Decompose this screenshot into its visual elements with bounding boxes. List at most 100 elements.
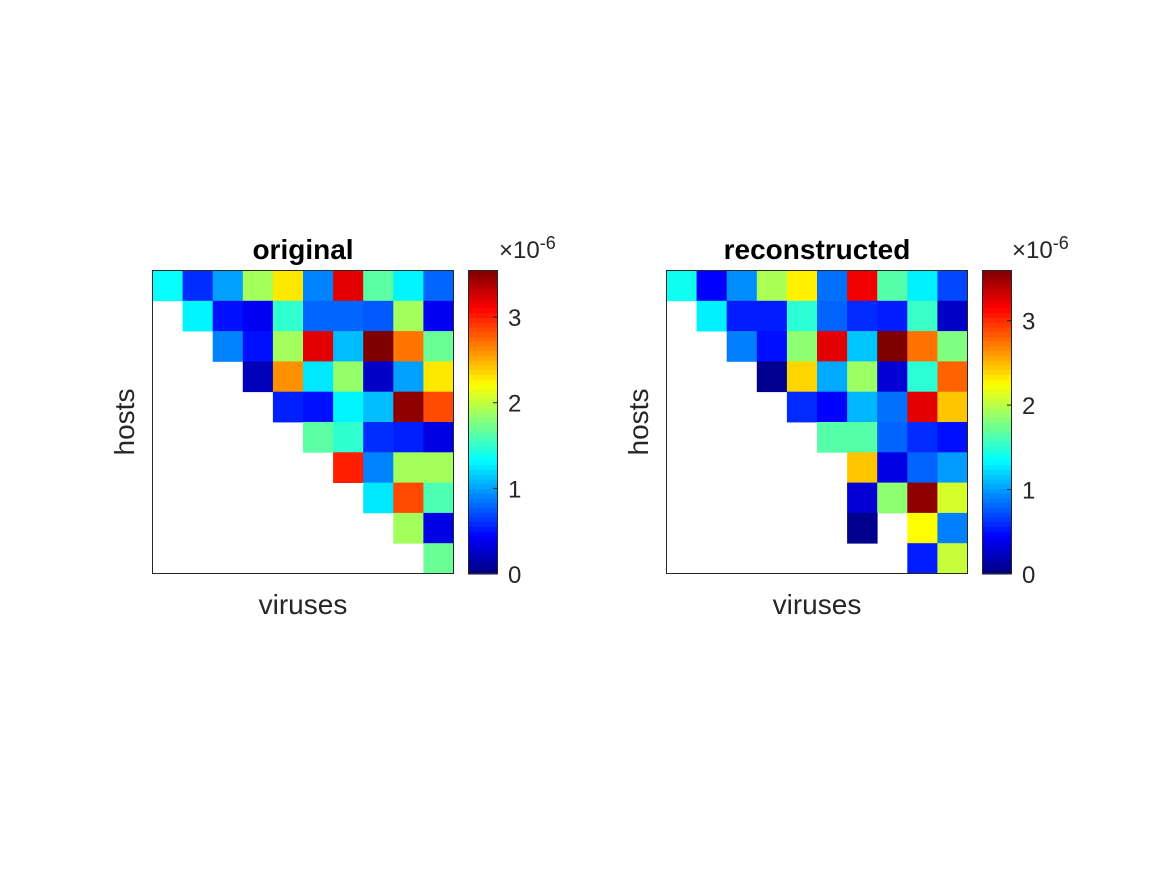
heatmap-cell (786, 361, 818, 393)
colorbar-segment (468, 312, 498, 318)
heatmap-cell (303, 270, 334, 302)
colorbar-segment (982, 412, 1012, 418)
colorbar-exponent-power: -6 (540, 233, 556, 253)
colorbar-segment (982, 460, 1012, 466)
heatmap-cells (666, 270, 968, 574)
colorbar-segment (468, 479, 498, 485)
colorbar-segment (982, 545, 1012, 551)
colorbar-segment (468, 369, 498, 375)
colorbar-segment (982, 569, 1012, 575)
heatmap-cell (182, 270, 214, 302)
heatmap-cell (363, 270, 394, 302)
colorbar-segment (468, 545, 498, 551)
heatmap-cell (937, 422, 968, 453)
heatmap-cell (817, 422, 848, 453)
colorbar-segment (468, 407, 498, 413)
heatmap-cell (907, 361, 938, 393)
colorbar-segment (982, 436, 1012, 442)
colorbar-segment (468, 284, 498, 290)
heatmap-cell (333, 361, 364, 393)
heatmap-cell (666, 270, 697, 302)
colorbar-segment (982, 407, 1012, 413)
colorbar-segment (468, 555, 498, 561)
colorbar-segment (982, 308, 1012, 314)
colorbar-segment (982, 426, 1012, 432)
heatmap-cells (152, 270, 454, 574)
heatmap-cell (907, 482, 938, 514)
colorbar-segment (468, 350, 498, 356)
heatmap-panel-reconstructed: reconstructed viruses hosts 0 1 2 3 ×10-6 (623, 233, 1069, 620)
heatmap-cell (756, 270, 788, 302)
heatmap-cell (242, 331, 274, 362)
colorbar-segment (982, 346, 1012, 352)
colorbar-segment (468, 327, 498, 333)
colorbar-segment (982, 431, 1012, 437)
y-axis-label: hosts (623, 389, 654, 456)
heatmap-cell (847, 270, 878, 302)
heatmap-cell (212, 300, 244, 332)
colorbar-segment (468, 464, 498, 470)
colorbar-segment (468, 303, 498, 309)
heatmap-cell (907, 452, 938, 483)
colorbar-segment (982, 341, 1012, 347)
heatmap-cell (333, 391, 364, 423)
heatmap-cell (333, 300, 364, 332)
heatmap-cell (212, 331, 244, 362)
colorbar-segment (468, 474, 498, 480)
colorbar-segment (982, 469, 1012, 475)
colorbar-segment (468, 360, 498, 366)
heatmap-cell (212, 270, 244, 302)
heatmap-cell (363, 361, 394, 393)
colorbar-tick-label: 3 (1022, 309, 1035, 336)
colorbar-segment (468, 502, 498, 508)
heatmap-cell (907, 270, 938, 302)
x-axis-label: viruses (259, 589, 348, 620)
heatmap-cell (363, 482, 394, 514)
colorbar-segment (468, 445, 498, 451)
colorbar-segment (468, 531, 498, 537)
heatmap-cell (363, 422, 394, 453)
colorbar-exponent-base: ×10 (1012, 237, 1053, 264)
colorbar-segment (468, 455, 498, 461)
colorbar-segment (982, 270, 1012, 276)
heatmap-cell (393, 300, 424, 332)
colorbar-segment (982, 369, 1012, 375)
colorbar-segment (982, 303, 1012, 309)
colorbar-segment (982, 355, 1012, 361)
heatmap-cell (393, 422, 424, 453)
heatmap-cell (726, 300, 758, 332)
heatmap-cell (363, 300, 394, 332)
heatmap-cell (363, 391, 394, 423)
colorbar-segment (982, 536, 1012, 542)
colorbar-segment (982, 317, 1012, 323)
heatmap-cell (937, 270, 968, 302)
heatmap-cell (423, 391, 454, 423)
heatmap-cell (877, 300, 908, 332)
heatmap-cell (786, 270, 818, 302)
colorbar-exponent-base: ×10 (499, 237, 540, 264)
heatmap-cell (937, 543, 968, 574)
colorbar-segment (982, 379, 1012, 385)
colorbar-segment (982, 298, 1012, 304)
heatmap-cell (726, 331, 758, 362)
heatmap-cell (877, 391, 908, 423)
colorbar-segment (982, 279, 1012, 285)
heatmap-cell (333, 331, 364, 362)
colorbar-segment (982, 398, 1012, 404)
colorbar-segment (982, 322, 1012, 328)
colorbar-segment (468, 331, 498, 337)
heatmap-cell (817, 331, 848, 362)
colorbar-segment (982, 550, 1012, 556)
colorbar-segment (468, 403, 498, 409)
heatmap-cell (423, 270, 454, 302)
colorbar-segment (982, 483, 1012, 489)
colorbar-segment (468, 488, 498, 494)
heatmap-cell (333, 270, 364, 302)
heatmap-cell (756, 361, 788, 393)
colorbar-segment (468, 317, 498, 323)
heatmap-cell (242, 270, 274, 302)
plot-frame (152, 270, 454, 574)
colorbar-segment (982, 417, 1012, 423)
colorbar-segment (468, 517, 498, 523)
